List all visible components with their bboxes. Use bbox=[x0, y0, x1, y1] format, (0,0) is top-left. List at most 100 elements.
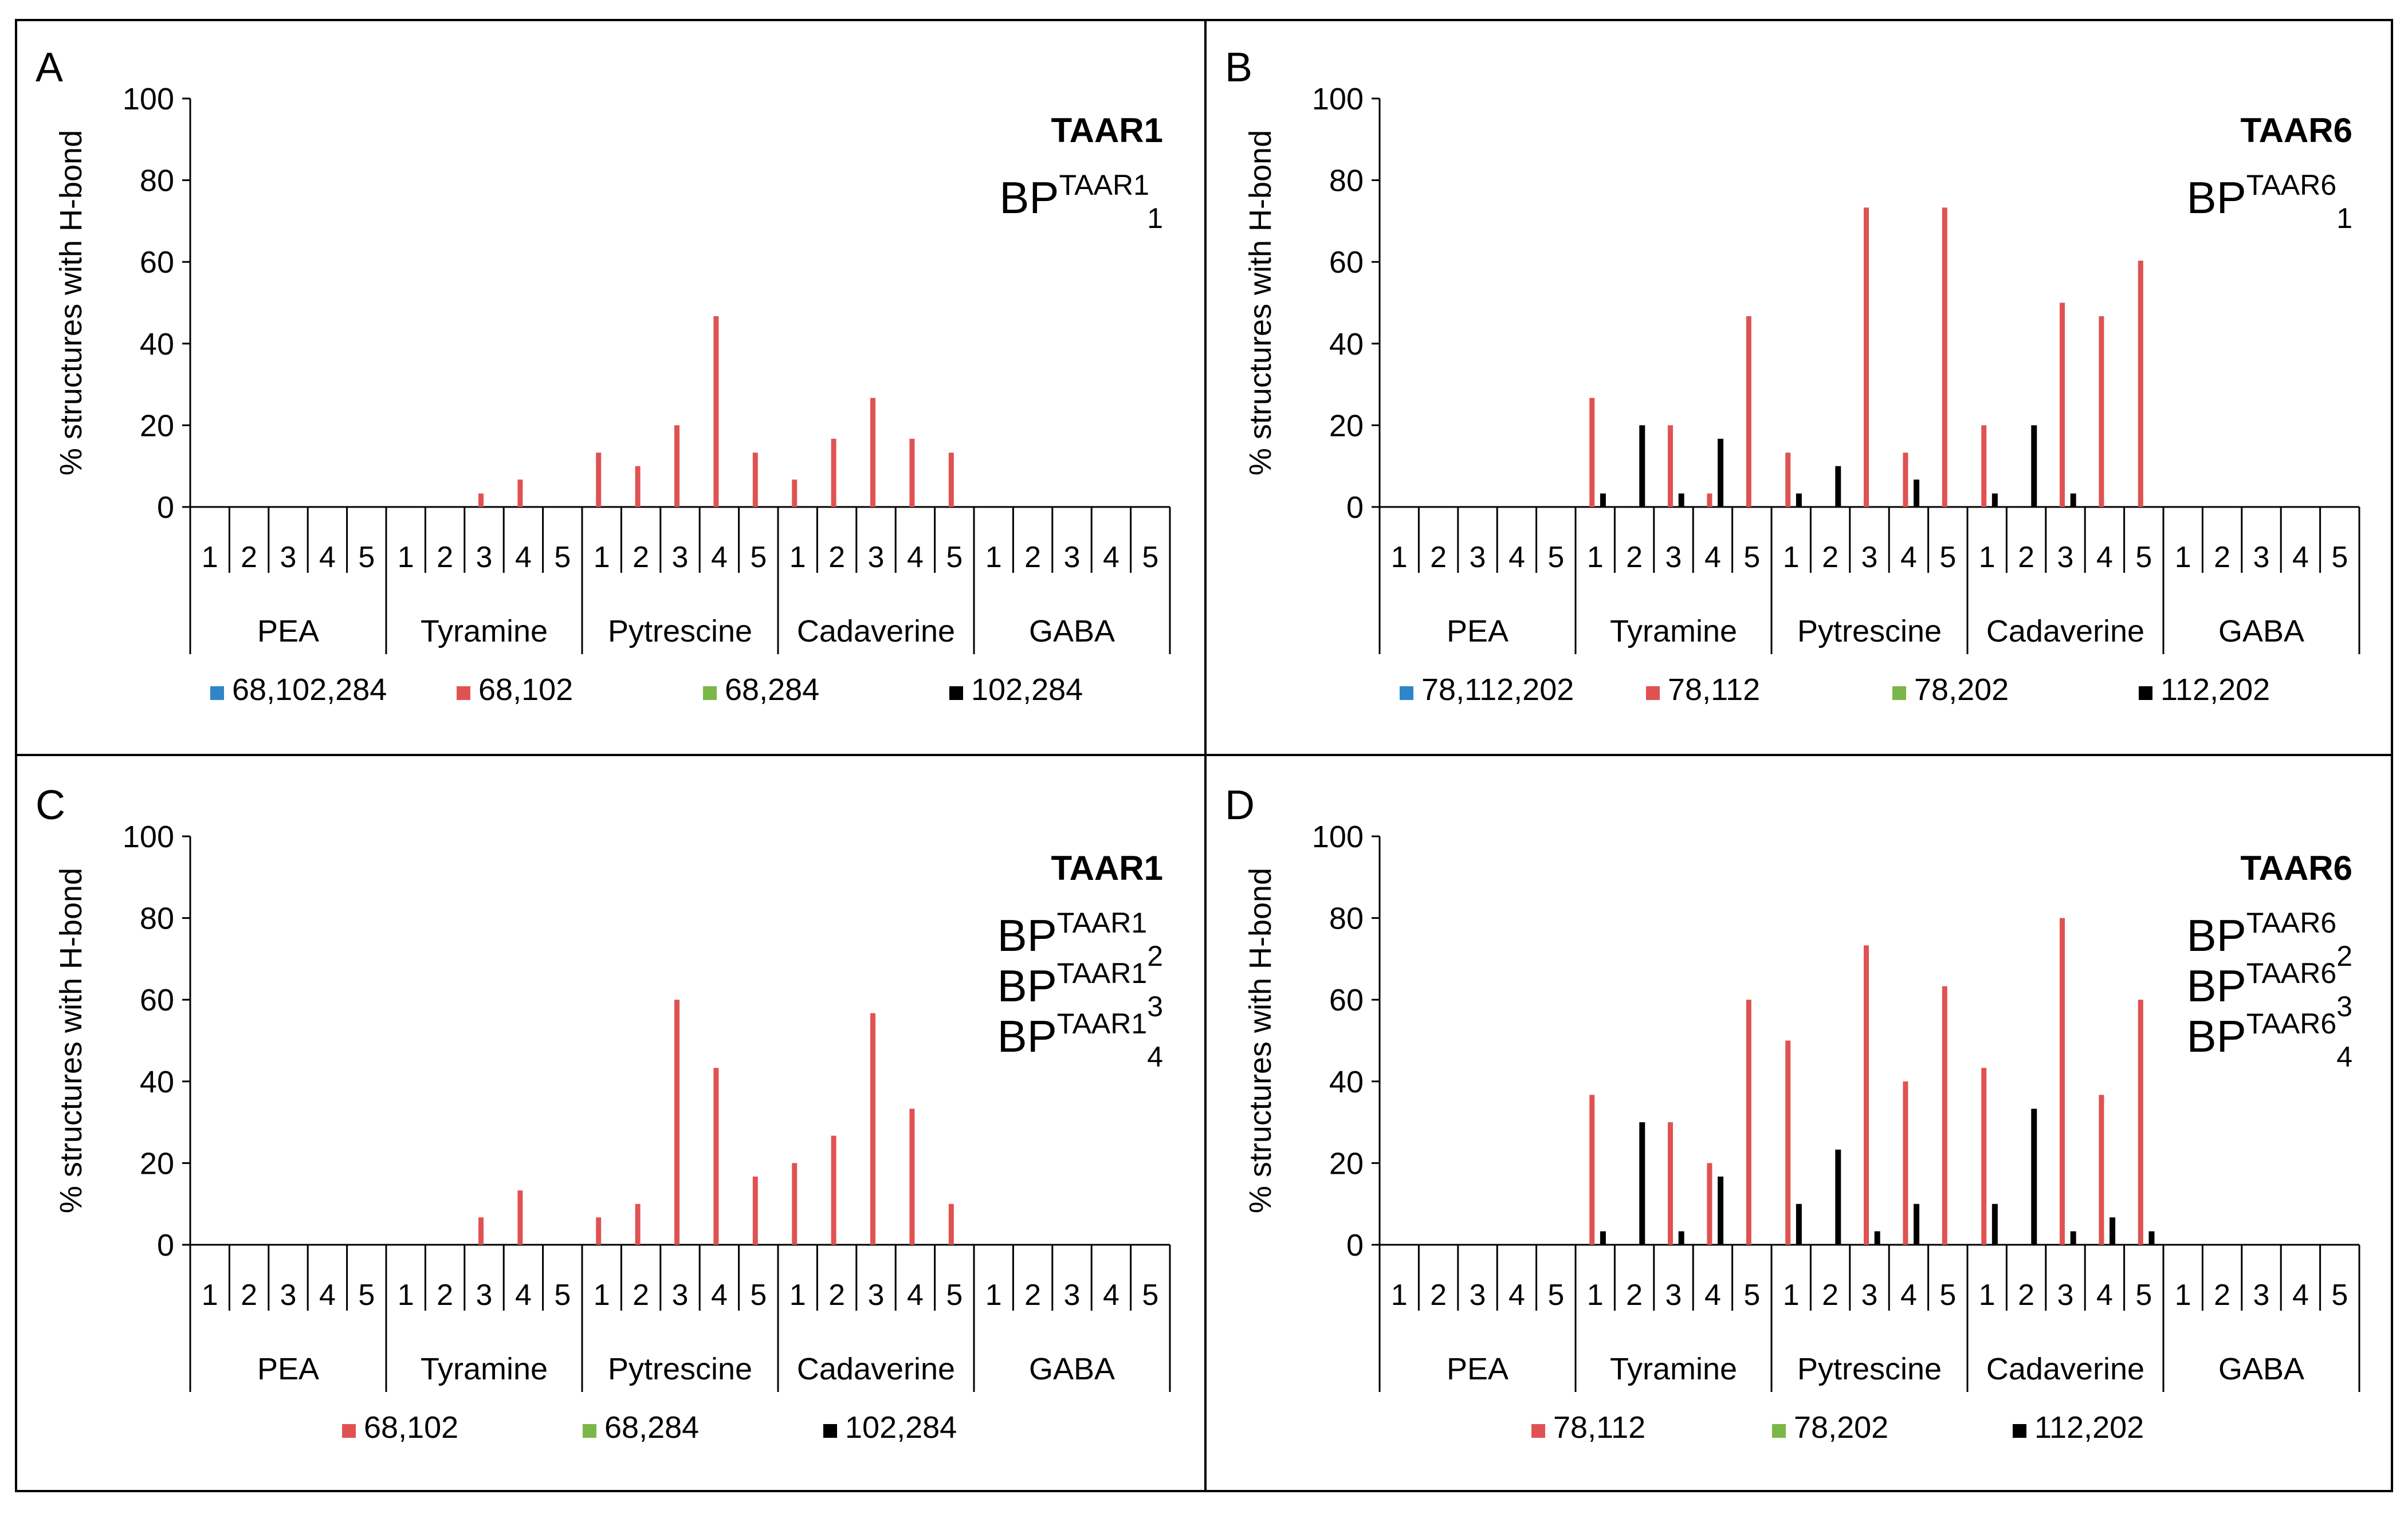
y-axis-title: % structures with H-bond bbox=[54, 868, 88, 1213]
x-tick-label: 1 bbox=[594, 541, 610, 574]
x-tick-label: 2 bbox=[1822, 541, 1839, 574]
x-tick-label: 4 bbox=[319, 1279, 336, 1312]
x-tick-label: 3 bbox=[1064, 541, 1081, 574]
bar-112-202 bbox=[1835, 1149, 1841, 1245]
y-tick-label: 0 bbox=[1346, 490, 1364, 525]
y-tick-label: 40 bbox=[140, 327, 174, 361]
receptor-label: TAAR1 bbox=[1051, 111, 1163, 150]
x-tick-label: 2 bbox=[241, 541, 257, 574]
bar-78-112 bbox=[1942, 986, 1947, 1245]
x-tick-label: 2 bbox=[2018, 1279, 2034, 1312]
legend-swatch bbox=[1646, 686, 1660, 700]
x-tick-label: 3 bbox=[868, 541, 885, 574]
y-tick-label: 20 bbox=[140, 408, 174, 443]
legend-label: 78,112,202 bbox=[1421, 673, 1574, 707]
x-tick-label: 4 bbox=[1509, 1279, 1525, 1312]
bar-112-202 bbox=[1835, 466, 1841, 507]
x-tick-label: 5 bbox=[1142, 1279, 1158, 1312]
x-tick-label: 2 bbox=[241, 1279, 257, 1312]
x-tick-label: 5 bbox=[946, 1279, 963, 1312]
bar-68-102 bbox=[635, 1204, 641, 1245]
legend-swatch bbox=[949, 686, 963, 700]
legend-swatch bbox=[342, 1424, 356, 1438]
binding-pocket-label: BPTAAR62 bbox=[2187, 907, 2352, 972]
x-tick-label: 3 bbox=[1470, 541, 1486, 574]
legend-label: 112,202 bbox=[2160, 673, 2270, 707]
bar-112-202 bbox=[1600, 1231, 1606, 1245]
x-tick-label: 1 bbox=[1587, 1279, 1604, 1312]
bar-112-202 bbox=[2031, 1108, 2037, 1245]
x-tick-label: 1 bbox=[1587, 541, 1604, 574]
x-tick-label: 2 bbox=[1430, 1279, 1447, 1312]
binding-pocket-label: BPTAAR12 bbox=[997, 907, 1163, 972]
x-tick-label: 4 bbox=[907, 1279, 924, 1312]
x-tick-label: 4 bbox=[1900, 1279, 1917, 1312]
bar-78-112 bbox=[2099, 1095, 2104, 1245]
x-tick-label: 2 bbox=[633, 1279, 649, 1312]
bar-68-102 bbox=[752, 1176, 758, 1245]
bar-112-202 bbox=[1914, 479, 1920, 507]
x-tick-label: 3 bbox=[672, 1279, 689, 1312]
x-group-label: GABA bbox=[1029, 1352, 1115, 1386]
receptor-label: TAAR6 bbox=[2240, 849, 2352, 887]
bar-78-112 bbox=[1785, 1040, 1791, 1245]
legend-swatch bbox=[583, 1424, 596, 1438]
panel-letter: A bbox=[36, 45, 63, 91]
x-tick-label: 5 bbox=[2331, 541, 2348, 574]
x-tick-label: 2 bbox=[1626, 541, 1643, 574]
legend-swatch bbox=[210, 686, 224, 700]
x-group-label: Pytrescine bbox=[608, 614, 752, 648]
bar-68-102 bbox=[517, 479, 523, 507]
x-tick-label: 1 bbox=[1391, 1279, 1408, 1312]
y-tick-label: 0 bbox=[157, 1228, 174, 1263]
x-tick-label: 5 bbox=[1743, 1279, 1760, 1312]
x-tick-label: 5 bbox=[946, 541, 963, 574]
y-tick-label: 100 bbox=[123, 82, 174, 116]
bar-68-102 bbox=[948, 453, 954, 507]
x-tick-label: 2 bbox=[633, 541, 649, 574]
x-tick-label: 3 bbox=[1470, 1279, 1486, 1312]
y-tick-label: 20 bbox=[140, 1146, 174, 1181]
x-tick-label: 5 bbox=[1547, 541, 1564, 574]
bar-78-112 bbox=[1746, 1000, 1751, 1245]
bar-78-112 bbox=[1589, 1095, 1595, 1245]
x-tick-label: 1 bbox=[985, 1279, 1002, 1312]
bar-112-202 bbox=[1991, 1204, 1998, 1245]
legend-label: 78,112 bbox=[1553, 1410, 1645, 1445]
bar-68-102 bbox=[713, 316, 719, 507]
legend-swatch bbox=[703, 686, 717, 700]
x-tick-label: 3 bbox=[476, 1279, 493, 1312]
x-tick-label: 2 bbox=[1024, 1279, 1041, 1312]
x-tick-label: 5 bbox=[1939, 541, 1956, 574]
legend-label: 112,202 bbox=[2034, 1410, 2144, 1445]
x-tick-label: 2 bbox=[2214, 541, 2230, 574]
legend-label: 68,102,284 bbox=[232, 673, 387, 707]
x-tick-label: 3 bbox=[476, 541, 493, 574]
x-group-label: Pytrescine bbox=[1797, 614, 1942, 648]
bar-112-202 bbox=[1718, 438, 1724, 507]
bar-112-202 bbox=[1796, 493, 1802, 507]
x-tick-label: 1 bbox=[789, 541, 806, 574]
x-group-label: Pytrescine bbox=[1797, 1352, 1942, 1386]
y-tick-label: 0 bbox=[157, 490, 174, 525]
bar-78-112 bbox=[1942, 207, 1947, 508]
bar-78-112 bbox=[2060, 918, 2065, 1245]
bar-68-102 bbox=[831, 438, 836, 507]
x-tick-label: 3 bbox=[1665, 1279, 1682, 1312]
panel-letter: D bbox=[1225, 782, 1255, 828]
panel-letter: B bbox=[1225, 45, 1252, 91]
legend-label: 68,284 bbox=[604, 1410, 699, 1445]
x-tick-label: 4 bbox=[2292, 1279, 2309, 1312]
x-tick-label: 2 bbox=[2018, 541, 2034, 574]
bar-112-202 bbox=[1678, 493, 1684, 507]
bar-68-102 bbox=[792, 1163, 798, 1245]
x-tick-label: 5 bbox=[2331, 1279, 2348, 1312]
bar-78-112 bbox=[1903, 1081, 1908, 1245]
x-group-label: PEA bbox=[1447, 1352, 1509, 1386]
y-tick-label: 20 bbox=[1329, 1146, 1364, 1181]
legend-label: 68,102 bbox=[478, 673, 573, 707]
y-axis-title: % structures with H-bond bbox=[54, 130, 88, 475]
x-group-label: PEA bbox=[257, 1352, 319, 1386]
